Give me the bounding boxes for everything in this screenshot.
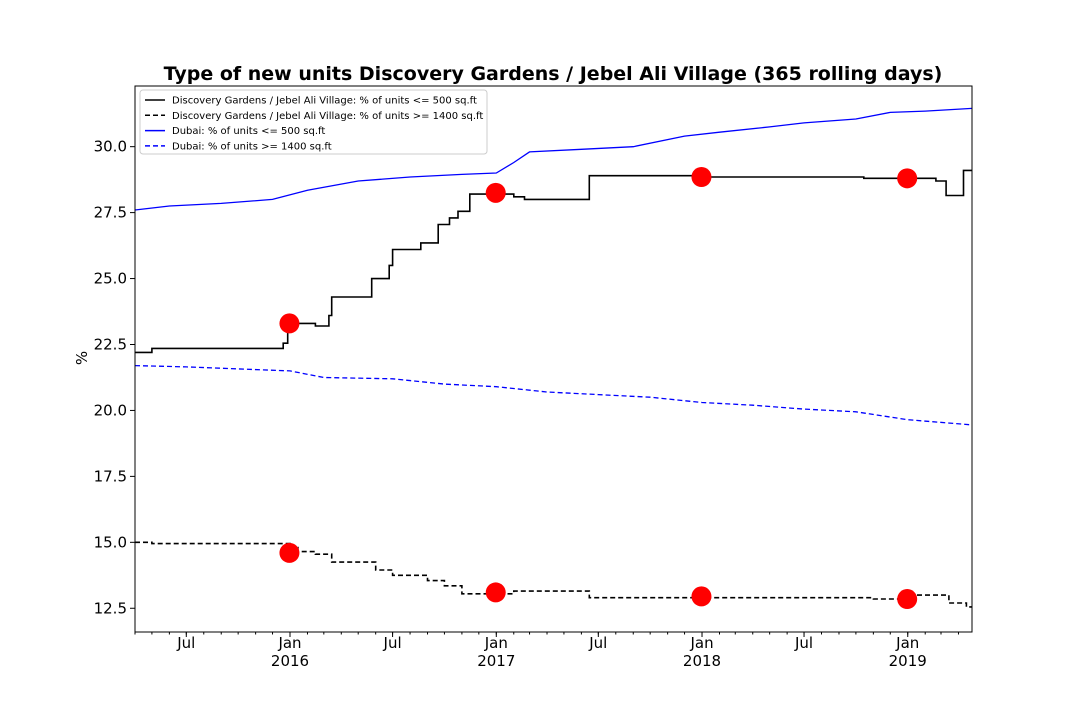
- plot-frame: [134, 85, 973, 633]
- x-tick: Jul: [794, 632, 813, 652]
- y-tick: 22.5: [94, 335, 135, 353]
- y-axis-ticks: 12.5 15.0 17.5 20.0 22.5 25.0 27.5 30.0: [94, 138, 135, 617]
- x-tick: Jul: [176, 632, 195, 652]
- x-tick: Jul: [383, 632, 402, 652]
- x-tick-label: Jan: [277, 634, 301, 652]
- x-tick: Jul: [588, 632, 607, 652]
- x-tick-year: 2017: [477, 652, 515, 670]
- y-tick: 27.5: [94, 204, 135, 222]
- y-axis-label: %: [73, 351, 91, 365]
- legend-label: Dubai: % of units <= 500 sq.ft: [172, 126, 325, 137]
- y-tick-label: 30.0: [94, 138, 127, 156]
- x-tick-label: Jul: [588, 634, 607, 652]
- y-tick-label: 17.5: [94, 467, 127, 485]
- y-tick-label: 22.5: [94, 335, 127, 353]
- x-tick-year: 2018: [683, 652, 721, 670]
- y-tick: 30.0: [94, 138, 135, 156]
- legend-label: Dubai: % of units >= 1400 sq.ft: [172, 141, 332, 152]
- highlight-marker: [279, 313, 300, 334]
- y-tick-label: 15.0: [94, 533, 127, 551]
- y-tick: 15.0: [94, 533, 135, 551]
- chart-title: Type of new units Discovery Gardens / Je…: [164, 63, 943, 85]
- y-tick: 25.0: [94, 270, 135, 288]
- series-line-dg-large: [135, 541, 972, 608]
- highlight-marker: [897, 168, 918, 189]
- series-line-dubai-large: [134, 364, 973, 426]
- x-tick-label: Jul: [176, 634, 195, 652]
- highlight-marker: [897, 589, 918, 610]
- highlight-marker: [691, 167, 712, 187]
- marker-layer: [279, 167, 918, 610]
- y-tick-label: 25.0: [94, 270, 127, 288]
- x-tick-label: Jan: [689, 634, 713, 652]
- y-tick-label: 12.5: [94, 599, 127, 617]
- legend: Discovery Gardens / Jebel Ali Village: %…: [139, 89, 488, 155]
- x-tick-year: 2019: [889, 652, 927, 670]
- series-layer: [134, 107, 973, 608]
- highlight-marker: [485, 582, 506, 603]
- y-tick-label: 20.0: [94, 401, 127, 419]
- y-tick: 17.5: [94, 467, 135, 485]
- series-line-dubai-small: [134, 107, 973, 211]
- y-tick-label: 27.5: [94, 204, 127, 222]
- legend-label: Discovery Gardens / Jebel Ali Village: %…: [172, 111, 483, 122]
- y-tick: 20.0: [94, 401, 135, 419]
- x-tick-label: Jul: [794, 634, 813, 652]
- x-tick-label: Jul: [383, 634, 402, 652]
- series-line-dg-small: [135, 169, 972, 354]
- highlight-marker: [485, 182, 506, 203]
- highlight-marker: [279, 542, 300, 563]
- x-tick-label: Jan: [484, 634, 508, 652]
- legend-entry: Discovery Gardens / Jebel Ali Village: %…: [145, 111, 483, 122]
- x-tick-year: 2016: [271, 652, 309, 670]
- legend-entry: Discovery Gardens / Jebel Ali Village: %…: [145, 96, 477, 107]
- legend-entry: Dubai: % of units <= 500 sq.ft: [145, 126, 325, 137]
- legend-label: Discovery Gardens / Jebel Ali Village: %…: [172, 96, 477, 107]
- y-tick: 12.5: [94, 599, 135, 617]
- legend-box: [139, 89, 488, 155]
- x-tick-label: Jan: [895, 634, 919, 652]
- highlight-marker: [691, 586, 712, 607]
- legend-entry: Dubai: % of units >= 1400 sq.ft: [145, 141, 332, 152]
